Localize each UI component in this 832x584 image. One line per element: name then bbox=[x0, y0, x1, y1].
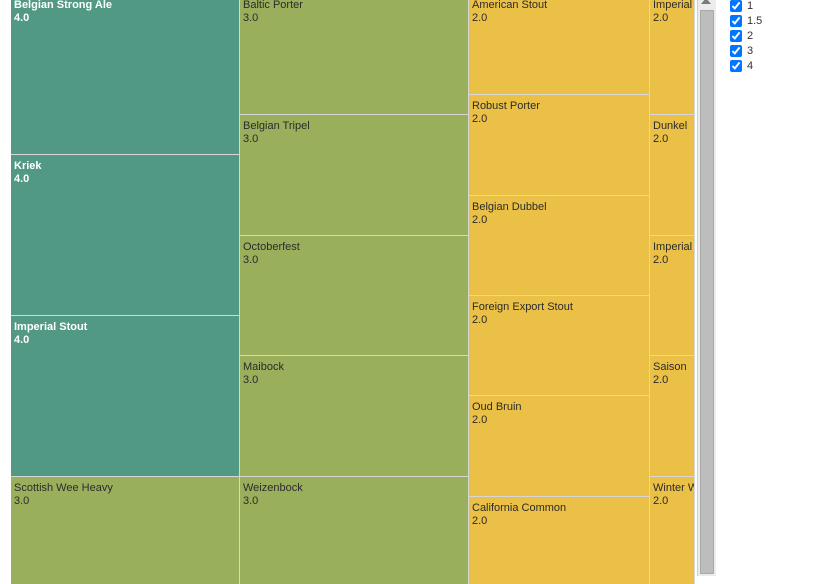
legend-label: 4 bbox=[747, 60, 754, 72]
tile-name: Robust Porter bbox=[472, 100, 540, 112]
tile-value: 3.0 bbox=[243, 133, 259, 145]
legend-item-4[interactable]: 4 bbox=[730, 57, 762, 75]
legend-item-1-5[interactable]: 1.5 bbox=[730, 12, 762, 30]
tile-value: 2.0 bbox=[653, 495, 669, 507]
treemap-tile[interactable]: California Common 2.0 bbox=[469, 497, 650, 584]
tile-name: Dunkel bbox=[653, 120, 688, 132]
treemap-tile[interactable]: Maibock 3.0 bbox=[240, 356, 469, 477]
tile-name: Foreign Export Stout bbox=[472, 301, 573, 313]
treemap-tile[interactable]: Scottish Wee Heavy 3.0 bbox=[11, 477, 240, 584]
tile-value: 2.0 bbox=[472, 214, 488, 226]
tile-name: Weizenbock bbox=[243, 482, 303, 494]
legend-item-2[interactable]: 2 bbox=[730, 27, 762, 45]
tile-value: 3.0 bbox=[243, 254, 259, 266]
tile-name: Baltic Porter bbox=[243, 0, 303, 11]
tile-name: Maibock bbox=[243, 361, 284, 373]
tile-value: 2.0 bbox=[472, 113, 488, 125]
legend-item-3[interactable]: 3 bbox=[730, 42, 762, 60]
legend-label: 1.5 bbox=[747, 15, 763, 27]
tile-name: Belgian Dubbel bbox=[472, 201, 547, 213]
tile-value: 2.0 bbox=[472, 314, 488, 326]
legend-checkbox[interactable] bbox=[730, 0, 742, 12]
tile-name: Oud Bruin bbox=[472, 401, 522, 413]
tile-value: 3.0 bbox=[243, 374, 259, 386]
legend-checkbox[interactable] bbox=[730, 45, 742, 57]
tile-name: Scottish Wee Heavy bbox=[14, 482, 113, 494]
scroll-up-arrow-icon[interactable] bbox=[701, 0, 711, 4]
tile-name: Imperial I bbox=[653, 241, 695, 253]
legend-item-1[interactable]: 1 bbox=[730, 0, 762, 15]
tile-value: 4.0 bbox=[14, 334, 30, 346]
tile-value: 2.0 bbox=[653, 254, 669, 266]
treemap-tile[interactable]: Weizenbock 3.0 bbox=[240, 477, 469, 584]
treemap-tile[interactable]: Belgian Tripel 3.0 bbox=[240, 115, 469, 236]
tile-value: 3.0 bbox=[243, 12, 259, 24]
tile-value: 2.0 bbox=[653, 133, 669, 145]
legend-label: 2 bbox=[747, 30, 754, 42]
tile-name: American Stout bbox=[472, 0, 548, 11]
treemap-tile[interactable]: Baltic Porter 3.0 bbox=[240, 0, 469, 115]
tile-name: Imperial I bbox=[653, 0, 695, 11]
tile-name: Octoberfest bbox=[243, 241, 300, 253]
tile-value: 2.0 bbox=[472, 515, 488, 527]
tile-value: 3.0 bbox=[14, 495, 30, 507]
tile-name: Imperial Stout bbox=[14, 321, 88, 333]
legend-checkbox[interactable] bbox=[730, 15, 742, 27]
tile-name: Kriek bbox=[14, 160, 42, 172]
tile-name: California Common bbox=[472, 502, 567, 514]
treemap-tile[interactable]: Robust Porter 2.0 bbox=[469, 95, 650, 196]
treemap-tile[interactable]: Dunkel 2.0 bbox=[650, 115, 695, 236]
tile-value: 2.0 bbox=[653, 12, 669, 24]
treemap-tile[interactable]: Octoberfest 3.0 bbox=[240, 236, 469, 356]
treemap-tile[interactable]: Winter W 2.0 bbox=[650, 477, 695, 584]
tile-value: 3.0 bbox=[243, 495, 259, 507]
scrollbar-thumb[interactable] bbox=[700, 10, 714, 574]
legend-checkbox[interactable] bbox=[730, 30, 742, 42]
treemap-tile[interactable]: Imperial Stout 4.0 bbox=[11, 316, 240, 477]
tile-name: Belgian Strong Ale bbox=[14, 0, 112, 11]
tile-value: 2.0 bbox=[472, 12, 488, 24]
treemap-tile[interactable]: Imperial I 2.0 bbox=[650, 0, 695, 115]
legend: 1 1.5 2 3 4 bbox=[730, 0, 762, 75]
treemap-tile[interactable]: Oud Bruin 2.0 bbox=[469, 396, 650, 497]
legend-label: 3 bbox=[747, 45, 754, 57]
treemap-tile[interactable]: American Stout 2.0 bbox=[469, 0, 650, 95]
tile-name: Winter W bbox=[653, 482, 695, 494]
treemap: Belgian Strong Ale 4.0 Kriek 4.0 Imperial St… bbox=[11, 0, 695, 584]
tile-name: Saison bbox=[653, 361, 687, 373]
tile-value: 2.0 bbox=[653, 374, 669, 386]
treemap-tile[interactable]: Belgian Strong Ale 4.0 bbox=[11, 0, 240, 155]
tile-value: 4.0 bbox=[14, 12, 30, 24]
vertical-scrollbar[interactable] bbox=[697, 0, 716, 576]
treemap-tile[interactable]: Belgian Dubbel 2.0 bbox=[469, 196, 650, 296]
legend-label: 1 bbox=[747, 0, 754, 12]
treemap-tile[interactable]: Kriek 4.0 bbox=[11, 155, 240, 316]
tile-value: 4.0 bbox=[14, 173, 30, 185]
tile-value: 2.0 bbox=[472, 414, 488, 426]
legend-checkbox[interactable] bbox=[730, 60, 742, 72]
tile-name: Belgian Tripel bbox=[243, 120, 310, 132]
treemap-tile[interactable]: Imperial I 2.0 bbox=[650, 236, 695, 356]
treemap-tile[interactable]: Foreign Export Stout 2.0 bbox=[469, 296, 650, 396]
treemap-tile[interactable]: Saison 2.0 bbox=[650, 356, 695, 477]
